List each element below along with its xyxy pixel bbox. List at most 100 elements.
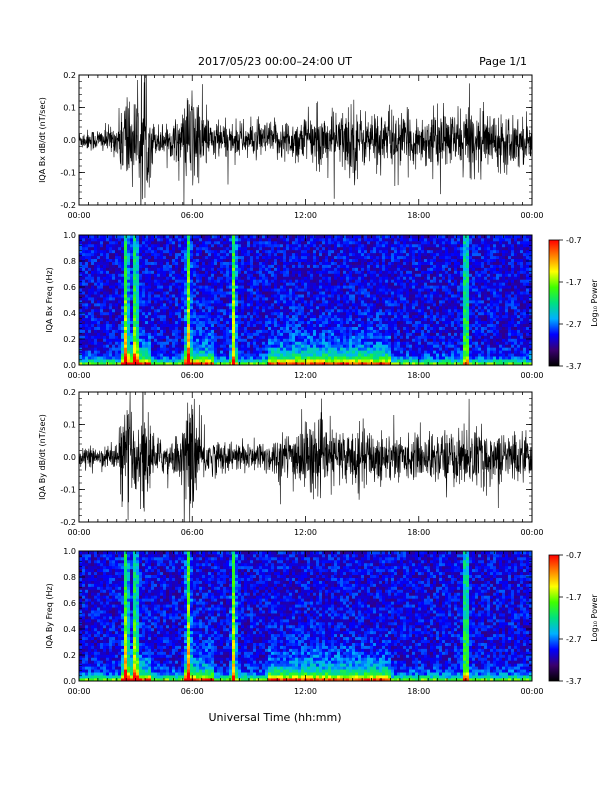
spectrogram-cell: [355, 253, 358, 256]
spectrogram-cell: [379, 279, 382, 282]
spectrogram-cell: [124, 291, 127, 294]
spectrogram-cell: [232, 247, 235, 250]
spectrogram-cell: [337, 279, 340, 282]
spectrogram-cell: [85, 291, 88, 294]
spectrogram-cell: [250, 341, 253, 344]
spectrogram-cell: [316, 347, 319, 350]
spectrogram-cell: [292, 303, 295, 306]
spectrogram-cell: [175, 344, 178, 347]
spectrogram-cell: [253, 347, 256, 350]
spectrogram-cell: [295, 250, 298, 253]
spectrogram-cell: [283, 309, 286, 312]
spectrogram-cell: [349, 288, 352, 291]
spectrogram-cell: [325, 247, 328, 250]
spectrogram-cell: [163, 253, 166, 256]
spectrogram-cell: [274, 338, 277, 341]
spectrogram-cell: [193, 291, 196, 294]
spectrogram-cell: [148, 235, 151, 238]
spectrogram-cell: [133, 318, 136, 321]
spectrogram-cell: [214, 321, 217, 324]
spectrogram-cell: [376, 273, 379, 276]
spectrogram-cell: [397, 344, 400, 347]
spectrogram-cell: [175, 347, 178, 350]
spectrogram-cell: [307, 309, 310, 312]
spectrogram-cell: [235, 338, 238, 341]
spectrogram-cell: [316, 333, 319, 336]
spectrogram-cell: [343, 262, 346, 265]
spectrogram-cell: [283, 256, 286, 259]
spectrogram-cell: [124, 256, 127, 259]
spectrogram-cell: [292, 285, 295, 288]
spectrogram-cell: [142, 268, 145, 271]
spectrogram-cell: [178, 341, 181, 344]
spectrogram-cell: [106, 347, 109, 350]
spectrogram-cell: [376, 309, 379, 312]
spectrogram-cell: [223, 276, 226, 279]
spectrogram-cell: [103, 321, 106, 324]
spectrogram-cell: [382, 353, 385, 356]
spectrogram-cell: [217, 303, 220, 306]
spectrogram-cell: [181, 265, 184, 268]
spectrogram-cell: [166, 253, 169, 256]
spectrogram-cell: [328, 303, 331, 306]
spectrogram-cell: [355, 291, 358, 294]
spectrogram-cell: [178, 268, 181, 271]
spectrogram-cell: [169, 288, 172, 291]
spectrogram-cell: [319, 297, 322, 300]
spectrogram-cell: [265, 291, 268, 294]
spectrogram-cell: [145, 333, 148, 336]
spectrogram-cell: [334, 341, 337, 344]
spectrogram-cell: [196, 259, 199, 262]
spectrogram-cell: [94, 353, 97, 356]
spectrogram-cell: [220, 353, 223, 356]
spectrogram-cell: [298, 282, 301, 285]
spectrogram-cell: [193, 306, 196, 309]
spectrogram-cell: [280, 300, 283, 303]
spectrogram-cell: [331, 250, 334, 253]
spectrogram-cell: [160, 291, 163, 294]
spectrogram-cell: [289, 235, 292, 238]
spectrogram-cell: [298, 268, 301, 271]
spectrogram-cell: [295, 347, 298, 350]
spectrogram-cell: [406, 330, 409, 333]
spectrogram-cell: [235, 235, 238, 238]
spectrogram-cell: [127, 294, 130, 297]
spectrogram-cell: [352, 244, 355, 247]
spectrogram-cell: [283, 238, 286, 241]
spectrogram-cell: [247, 288, 250, 291]
spectrogram-cell: [262, 297, 265, 300]
spectrogram-cell: [229, 279, 232, 282]
spectrogram-cell: [142, 276, 145, 279]
spectrogram-cell: [295, 285, 298, 288]
spectrogram-cell: [403, 300, 406, 303]
spectrogram-cell: [223, 327, 226, 330]
spectrogram-cell: [157, 235, 160, 238]
spectrogram-cell: [196, 333, 199, 336]
spectrogram-cell: [223, 330, 226, 333]
spectrogram-cell: [307, 282, 310, 285]
spectrogram-cell: [175, 282, 178, 285]
spectrogram-cell: [229, 341, 232, 344]
spectrogram-cell: [268, 318, 271, 321]
spectrogram-cell: [148, 262, 151, 265]
spectrogram-cell: [343, 294, 346, 297]
spectrogram-cell: [112, 359, 115, 362]
spectrogram-cell: [352, 250, 355, 253]
spectrogram-cell: [301, 353, 304, 356]
spectrogram-cell: [331, 321, 334, 324]
spectrogram-cell: [169, 315, 172, 318]
spectrogram-cell: [187, 256, 190, 259]
spectrogram-cell: [286, 359, 289, 362]
spectrogram-cell: [175, 270, 178, 273]
spectrogram-cell: [157, 262, 160, 265]
spectrogram-cell: [181, 285, 184, 288]
spectrogram-cell: [208, 327, 211, 330]
spectrogram-cell: [151, 359, 154, 362]
spectrogram-cell: [340, 262, 343, 265]
spectrogram-cell: [343, 309, 346, 312]
spectrogram-cell: [184, 327, 187, 330]
spectrogram-cell: [238, 253, 241, 256]
spectrogram-cell: [283, 268, 286, 271]
spectrogram-cell: [283, 297, 286, 300]
spectrogram-cell: [289, 356, 292, 359]
